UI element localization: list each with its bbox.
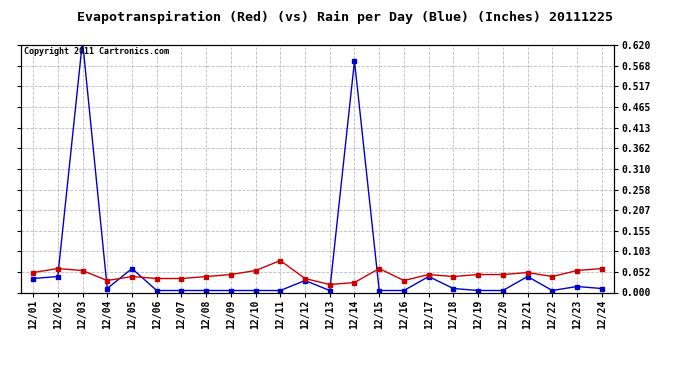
- Text: Evapotranspiration (Red) (vs) Rain per Day (Blue) (Inches) 20111225: Evapotranspiration (Red) (vs) Rain per D…: [77, 11, 613, 24]
- Text: Copyright 2011 Cartronics.com: Copyright 2011 Cartronics.com: [23, 48, 168, 57]
